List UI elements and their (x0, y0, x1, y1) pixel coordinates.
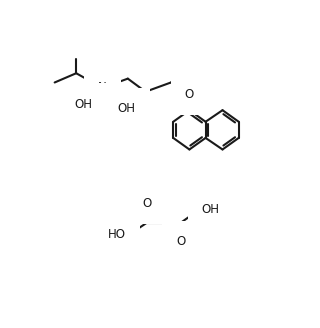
Text: O: O (176, 236, 186, 248)
Text: O: O (142, 197, 152, 210)
Text: OH: OH (202, 203, 220, 216)
Text: O: O (185, 88, 194, 101)
Text: HO: HO (108, 228, 126, 241)
Text: OH: OH (117, 102, 135, 115)
Text: OH: OH (74, 97, 92, 111)
Text: N: N (98, 81, 107, 94)
